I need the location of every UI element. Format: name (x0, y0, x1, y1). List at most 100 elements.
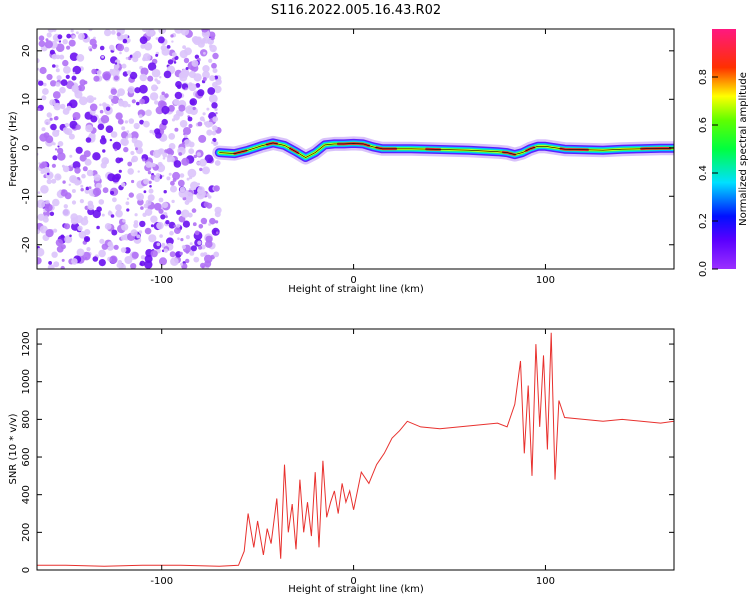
noise-speck (178, 104, 186, 112)
noise-speck (98, 249, 106, 258)
noise-speck (112, 141, 122, 151)
noise-speck (111, 103, 114, 106)
noise-speck (155, 106, 164, 115)
snr-series-line (37, 332, 674, 567)
noise-speck (118, 100, 125, 107)
noise-speck (71, 222, 80, 231)
noise-speck (46, 73, 53, 81)
noise-speck (179, 251, 183, 256)
noise-speck (155, 86, 159, 90)
noise-speck (81, 173, 86, 179)
noise-speck (159, 257, 167, 266)
noise-speck (136, 101, 140, 106)
noise-speck (183, 127, 191, 135)
noise-speck (85, 124, 93, 133)
noise-speck (60, 234, 65, 239)
noise-speck (104, 159, 109, 164)
noise-speck (76, 248, 85, 257)
noise-speck (213, 85, 222, 94)
noise-speck (45, 229, 54, 238)
noise-speck (212, 81, 218, 88)
noise-speck (174, 227, 181, 235)
spectrogram-y-ticks: -20 -10 0 10 20 (21, 44, 674, 253)
noise-speck (69, 52, 79, 61)
noise-speck (199, 167, 203, 172)
noise-speck (112, 197, 117, 203)
noise-speck (145, 29, 155, 37)
noise-speck (108, 94, 114, 100)
noise-speck (37, 58, 40, 64)
noise-speck (114, 148, 118, 152)
noise-speck (196, 152, 201, 157)
noise-speck (158, 208, 164, 214)
noise-speck (52, 29, 57, 32)
colorbar-label: Normalized spectral amplitude (738, 72, 749, 226)
noise-speck (151, 84, 158, 92)
noise-speck (110, 88, 118, 95)
noise-speck (136, 234, 141, 239)
noise-speck (132, 52, 139, 59)
noise-speck (178, 189, 187, 198)
noise-speck (201, 29, 209, 33)
noise-speck (61, 258, 65, 262)
noise-speck (41, 95, 47, 101)
noise-speck (192, 222, 197, 227)
noise-speck (211, 102, 218, 109)
snr-x-tick-label: 100 (536, 576, 555, 587)
colorbar-tick-label: 0.2 (698, 213, 709, 229)
noise-speck (109, 255, 118, 264)
noise-speck (98, 259, 106, 267)
noise-speck (104, 29, 112, 37)
noise-speck (181, 157, 190, 166)
noise-speck (202, 112, 206, 116)
noise-speck (154, 128, 161, 135)
noise-speck (181, 244, 186, 250)
snr-y-tick-label: 200 (21, 523, 32, 542)
noise-speck (127, 161, 133, 167)
snr-panel: -100 0 100 0 200 400 600 800 1000 1200 Height of… (8, 328, 675, 595)
noise-speck (201, 37, 207, 43)
noise-speck (68, 39, 76, 47)
noise-speck (102, 149, 106, 153)
noise-speck (85, 237, 89, 242)
noise-speck (88, 186, 92, 190)
noise-speck (140, 206, 144, 210)
snr-y-tick-label: 800 (21, 410, 32, 429)
noise-speck (37, 191, 41, 194)
noise-speck (142, 57, 147, 62)
noise-speck (134, 213, 138, 217)
spectrogram-y-tick-label: 20 (21, 44, 32, 57)
noise-speck (101, 55, 104, 59)
noise-speck (125, 56, 129, 60)
noise-speck (40, 185, 49, 194)
noise-speck (147, 62, 157, 71)
noise-speck (188, 82, 193, 87)
noise-speck (163, 248, 168, 253)
noise-speck (38, 80, 44, 86)
snr-x-tick-label: -100 (150, 576, 173, 587)
noise-speck (159, 76, 162, 79)
noise-speck (207, 121, 214, 127)
noise-speck (55, 43, 65, 52)
noise-speck (143, 120, 150, 128)
noise-speck (126, 130, 130, 134)
noise-speck (72, 71, 76, 75)
noise-speck (169, 156, 175, 163)
spectrogram-frame (36, 28, 675, 270)
noise-speck (192, 106, 196, 111)
noise-speck (37, 108, 41, 111)
colorbar: 0.0 0.2 0.4 0.6 0.8 Normalized spectral ampl… (698, 29, 749, 277)
noise-speck (49, 99, 56, 106)
noise-speck (142, 212, 147, 217)
noise-speck (197, 89, 205, 97)
noise-speck (182, 69, 186, 74)
noise-speck (120, 235, 127, 241)
noise-speck (37, 247, 45, 257)
noise-speck (46, 172, 50, 176)
noise-speck (128, 118, 135, 124)
noise-speck (137, 195, 141, 199)
noise-speck (92, 187, 102, 196)
noise-speck (83, 150, 91, 158)
noise-speck (171, 40, 174, 43)
